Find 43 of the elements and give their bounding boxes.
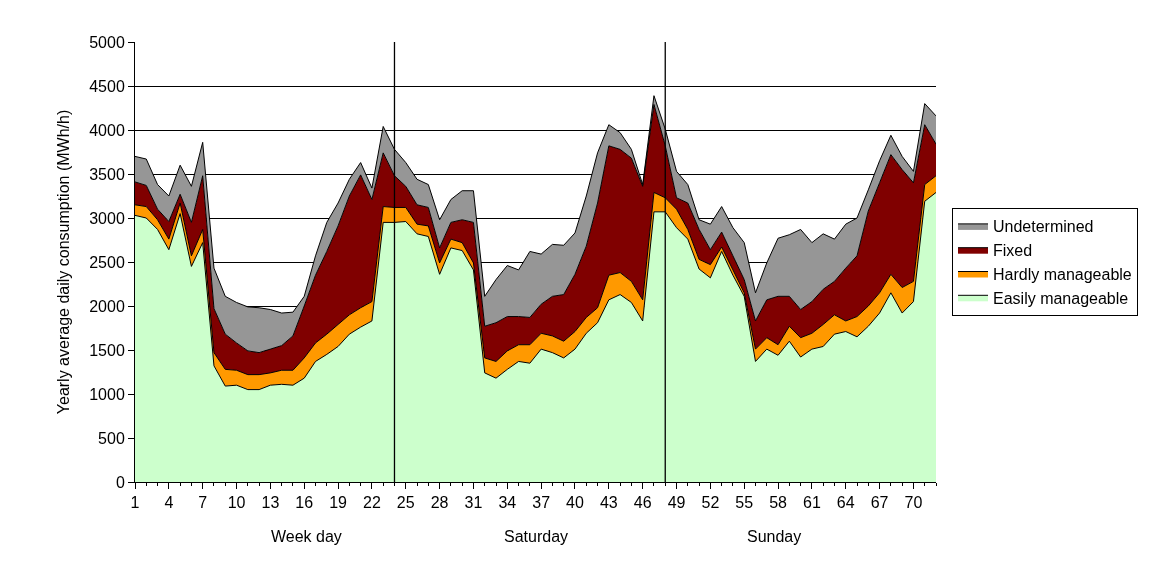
text: Sunday [747,528,802,545]
y-axis-title: Yearly average daily consumption (MWh/h) [55,109,73,415]
x-tick-label: 16 [295,494,314,512]
y-tick-label: 2000 [89,297,125,315]
x-tick-label: 4 [164,494,174,512]
x-tick-label: 64 [836,494,855,512]
x-tick-label: 40 [566,494,584,512]
x-tick-label: 43 [599,494,618,512]
y-tick-label: 4000 [89,121,125,139]
x-tick-label: 61 [803,494,821,512]
x-tick-label: 70 [904,494,923,512]
y-tick-label: 2500 [89,253,125,271]
x-tick-label: 49 [667,494,686,512]
x-tick-label: 19 [329,494,348,512]
x-tick-label: 67 [870,494,889,512]
x-tick-label: 22 [363,494,381,512]
y-tick-label: 0 [115,473,125,491]
text: Week day [271,528,342,545]
legend-label: Fixed [993,241,1033,259]
y-tick-label: 3500 [89,165,125,183]
x-tick-label: 10 [227,494,246,512]
y-tick-label: 3000 [89,209,125,227]
legend-label: Undetermined [993,218,1094,236]
x-tick-label: 28 [430,494,449,512]
legend-label: Hardly manageable [993,265,1132,283]
y-tick-label: 1000 [89,385,125,403]
x-tick-label: 46 [633,494,652,512]
x-tick-label: 58 [769,494,788,512]
x-tick-label: 7 [198,494,208,512]
y-tick-label: 5000 [89,33,125,51]
text: Saturday [504,528,569,545]
y-tick-label: 4500 [89,77,125,95]
x-tick-label: 55 [735,494,754,512]
x-tick-label: 1 [130,494,140,512]
x-tick-label: 31 [464,494,483,512]
x-tick-label: 25 [396,494,415,512]
y-tick-label: 500 [98,429,125,447]
x-tick-label: 52 [701,494,720,512]
legend-label: Easily manageable [993,289,1129,307]
x-tick-label: 37 [532,494,551,512]
x-tick-label: 34 [498,494,517,512]
x-tick-label: 13 [261,494,280,512]
y-tick-label: 1500 [89,341,125,359]
